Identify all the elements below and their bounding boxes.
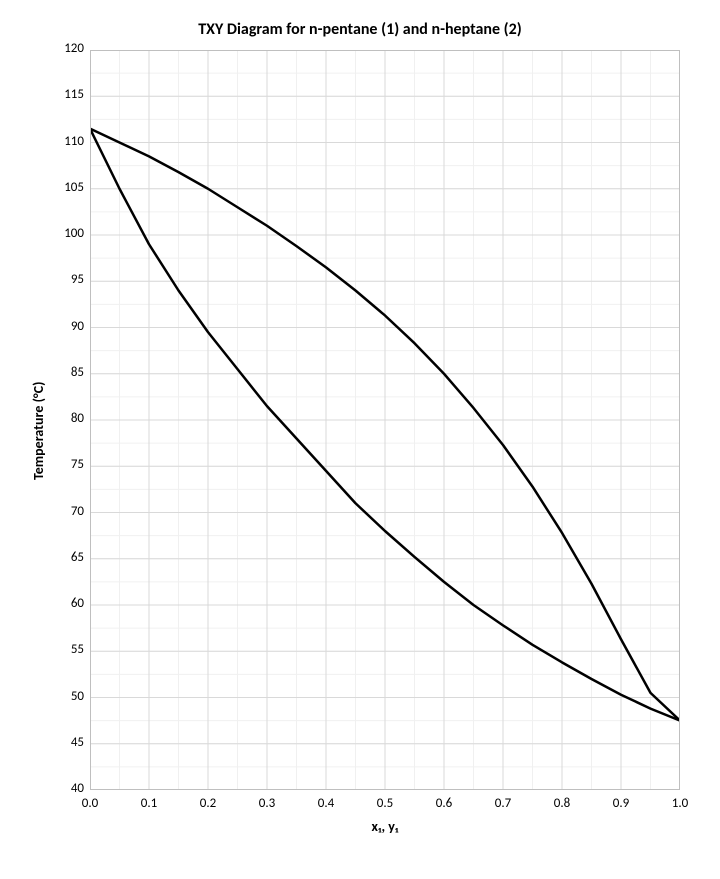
y-tick-label: 110 (64, 134, 84, 149)
y-tick-label: 65 (71, 550, 84, 565)
x-tick-label: 0.2 (193, 796, 223, 811)
y-tick-label: 55 (71, 642, 84, 657)
x-tick-label: 0.7 (488, 796, 518, 811)
x-tick-label: 0.6 (429, 796, 459, 811)
chart-plot-area (90, 50, 680, 790)
x-tick-label: 0.9 (606, 796, 636, 811)
y-tick-label: 120 (64, 41, 84, 56)
y-tick-label: 50 (71, 689, 84, 704)
y-tick-label: 75 (71, 457, 84, 472)
y-tick-label: 115 (64, 87, 84, 102)
x-tick-label: 0.0 (75, 796, 105, 811)
x-tick-label: 1.0 (665, 796, 695, 811)
y-tick-label: 45 (71, 735, 84, 750)
y-tick-label: 40 (71, 781, 84, 796)
y-axis-label: Temperature (°C) (30, 382, 47, 481)
y-tick-label: 95 (71, 272, 84, 287)
x-tick-label: 0.4 (311, 796, 341, 811)
y-tick-label: 105 (64, 180, 84, 195)
x-tick-label: 0.8 (547, 796, 577, 811)
y-tick-label: 70 (71, 504, 84, 519)
y-tick-label: 90 (71, 319, 84, 334)
x-tick-label: 0.3 (252, 796, 282, 811)
y-tick-label: 100 (64, 226, 84, 241)
y-tick-label: 85 (71, 365, 84, 380)
x-axis-label: x₁, y₁ (90, 818, 680, 835)
y-tick-label: 80 (71, 411, 84, 426)
chart-title: TXY Diagram for n-pentane (1) and n-hept… (0, 20, 720, 39)
x-tick-label: 0.1 (134, 796, 164, 811)
x-tick-label: 0.5 (370, 796, 400, 811)
y-tick-label: 60 (71, 596, 84, 611)
